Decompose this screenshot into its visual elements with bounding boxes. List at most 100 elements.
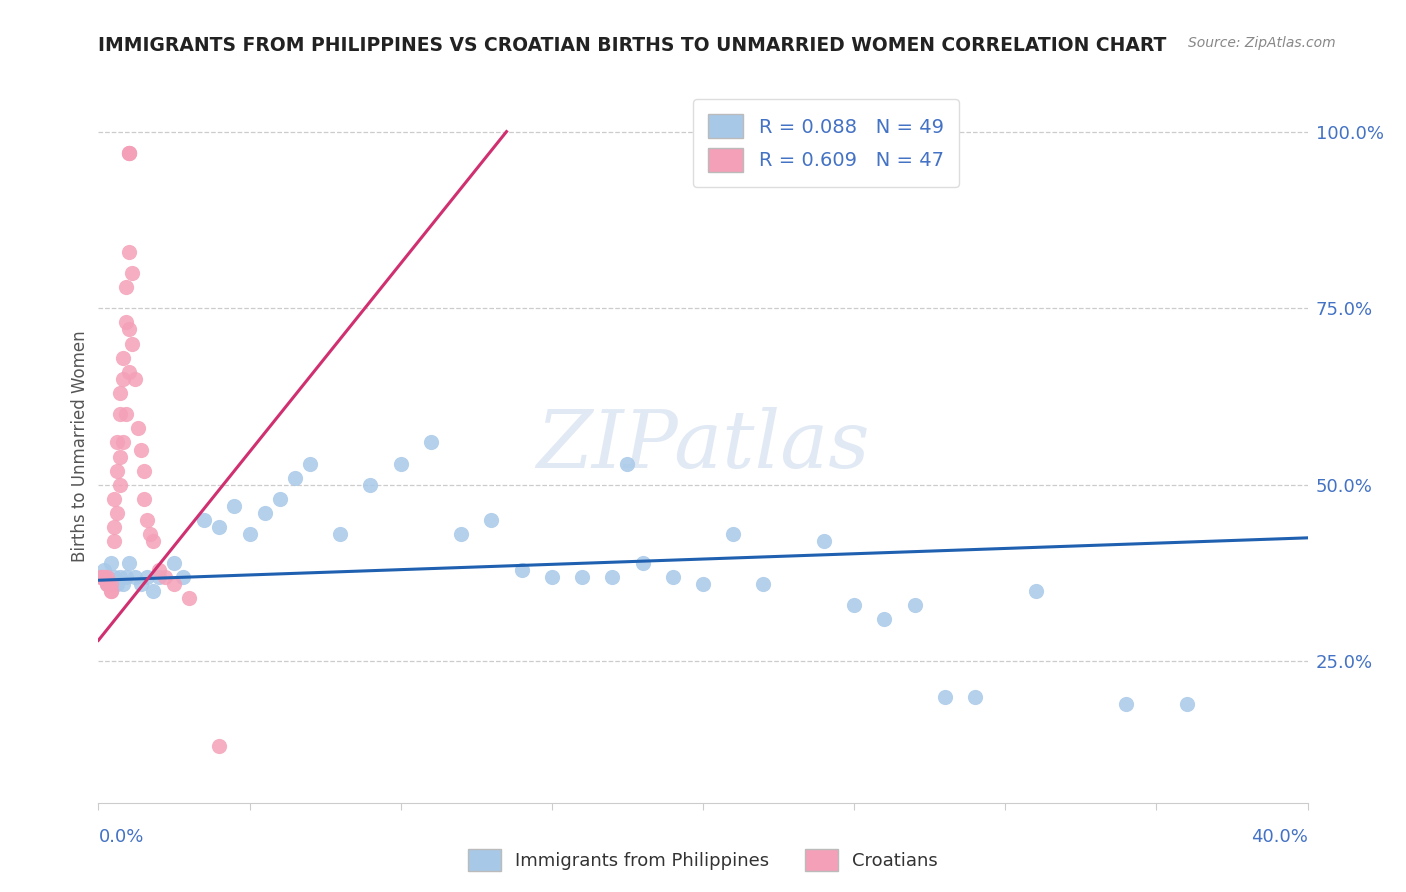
Point [631,556,654,570]
Point [114,407,136,421]
Point [124,570,146,584]
Point [153,570,176,584]
Point [103,491,125,506]
Point [100,583,122,598]
Point [389,457,412,471]
Point [108,450,131,464]
Point [90,570,112,584]
Point [135,570,157,584]
Point [360,478,382,492]
Point [844,598,866,612]
Point [100,576,122,591]
Text: 0.0%: 0.0% [98,828,143,846]
Point [253,506,276,520]
Point [934,690,956,704]
Point [93,563,115,577]
Point [139,527,162,541]
Point [602,570,624,584]
Point [96,576,118,591]
Point [108,407,131,421]
Point [118,145,141,160]
Point [108,386,131,401]
Point [96,576,118,591]
Point [239,527,262,541]
Point [193,513,215,527]
Point [142,534,165,549]
Point [163,556,186,570]
Point [148,563,170,577]
Point [616,457,638,471]
Point [105,506,128,520]
Point [93,570,115,584]
Text: 40.0%: 40.0% [1251,828,1308,846]
Point [121,336,143,351]
Point [224,499,246,513]
Point [100,556,122,570]
Point [121,266,143,280]
Point [692,576,714,591]
Point [129,576,152,591]
Point [114,315,136,329]
Point [163,576,186,591]
Point [111,351,134,365]
Point [284,471,307,485]
Point [172,570,194,584]
Point [118,556,141,570]
Point [114,280,136,294]
Legend: R = 0.088   N = 49, R = 0.609   N = 47: R = 0.088 N = 49, R = 0.609 N = 47 [693,99,959,187]
Point [132,491,155,506]
Point [752,576,775,591]
Point [96,570,118,584]
Point [571,570,593,584]
Point [103,520,125,534]
Point [111,435,134,450]
Point [118,145,141,160]
Point [127,421,149,435]
Point [118,322,141,336]
Point [105,435,128,450]
Point [114,570,136,584]
Point [329,527,352,541]
Point [93,570,115,584]
Point [142,583,165,598]
Point [1024,583,1046,598]
Point [103,570,125,584]
Point [118,244,141,259]
Point [450,527,472,541]
Point [118,365,141,379]
Point [873,612,896,626]
Y-axis label: Births to Unmarried Women: Births to Unmarried Women [70,330,89,562]
Point [129,442,152,457]
Text: ZIPatlas: ZIPatlas [536,408,870,484]
Point [105,464,128,478]
Point [208,739,231,754]
Point [662,570,685,584]
Text: IMMIGRANTS FROM PHILIPPINES VS CROATIAN BIRTHS TO UNMARRIED WOMEN CORRELATION CH: IMMIGRANTS FROM PHILIPPINES VS CROATIAN … [98,36,1167,54]
Point [965,690,987,704]
Point [1175,697,1198,711]
Point [132,464,155,478]
Point [904,598,927,612]
Point [124,372,146,386]
Point [723,527,745,541]
Point [269,491,291,506]
Point [510,563,533,577]
Point [420,435,443,450]
Point [118,145,141,160]
Point [90,570,112,584]
Point [103,534,125,549]
Point [100,583,122,598]
Point [111,576,134,591]
Point [540,570,562,584]
Point [148,570,170,584]
Point [179,591,201,605]
Point [105,576,128,591]
Text: Source: ZipAtlas.com: Source: ZipAtlas.com [1188,36,1336,50]
Point [111,372,134,386]
Point [108,478,131,492]
Point [481,513,503,527]
Point [1115,697,1137,711]
Legend: Immigrants from Philippines, Croatians: Immigrants from Philippines, Croatians [461,842,945,879]
Point [135,513,157,527]
Point [108,570,131,584]
